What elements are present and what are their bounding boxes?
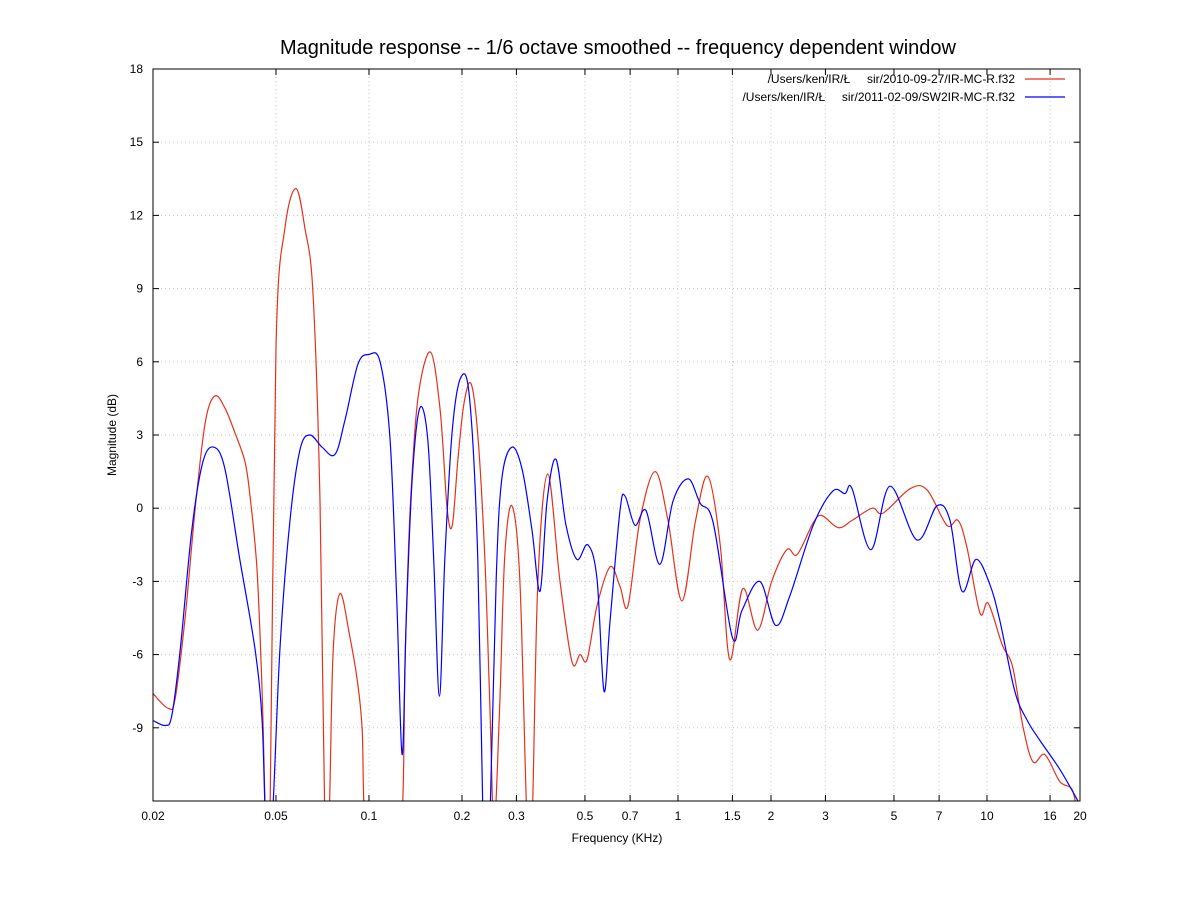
plot-frame xyxy=(152,68,1081,802)
x-tick-label: 0.1 xyxy=(361,809,378,823)
y-tick-label: 3 xyxy=(136,428,143,442)
x-tick-label: 0.2 xyxy=(454,809,471,823)
x-tick-label: 20 xyxy=(1073,809,1087,823)
x-tick-label: 5 xyxy=(891,809,898,823)
x-tick-label: 16 xyxy=(1043,809,1057,823)
y-tick-label: 9 xyxy=(136,282,143,296)
y-tick-label: -6 xyxy=(132,648,143,662)
series-layer xyxy=(153,187,1079,801)
axes: 0.02 0.05 0.1 0.2 0.3 0.5 0.7 1 1.5 2 3 5 7 10 16 20 18 1… xyxy=(130,62,1087,823)
legend: /Users/ken/IR/Ł sir/2010-09-27/IR-MC-R.f… xyxy=(742,72,1065,104)
y-tick-label: 18 xyxy=(130,62,144,76)
y-tick-label: 0 xyxy=(136,501,143,515)
series-line-blue xyxy=(153,352,1079,801)
legend-label-blue: /Users/ken/IR/Ł sir/2011-02-09/SW2IR-MC-… xyxy=(742,90,1015,104)
y-tick-label: -3 xyxy=(132,574,143,588)
grid xyxy=(153,69,1080,801)
y-tick-label: 6 xyxy=(136,355,143,369)
y-tick-label: -9 xyxy=(132,721,143,735)
x-tick-label: 1.5 xyxy=(724,809,741,823)
x-tick-label: 0.5 xyxy=(577,809,594,823)
x-axis-label: Frequency (KHz) xyxy=(572,831,663,845)
x-tick-label: 0.3 xyxy=(508,809,525,823)
x-tick-label: 1 xyxy=(675,809,682,823)
x-tick-label: 3 xyxy=(822,809,829,823)
x-tick-label: 0.7 xyxy=(622,809,639,823)
x-tick-label: 0.05 xyxy=(264,809,288,823)
y-tick-label: 12 xyxy=(130,208,144,222)
legend-label-red: /Users/ken/IR/Ł sir/2010-09-27/IR-MC-R.f… xyxy=(768,72,1016,86)
x-tick-label: 2 xyxy=(768,809,775,823)
x-tick-label: 0.02 xyxy=(141,809,165,823)
y-tick-label: 15 xyxy=(130,135,144,149)
x-tick-label: 10 xyxy=(980,809,994,823)
y-axis-label: Magnitude (dB) xyxy=(105,394,119,476)
x-tick-label: 7 xyxy=(936,809,943,823)
chart-title: Magnitude response -- 1/6 octave smoothe… xyxy=(280,37,957,59)
series-line-red xyxy=(153,187,1076,801)
